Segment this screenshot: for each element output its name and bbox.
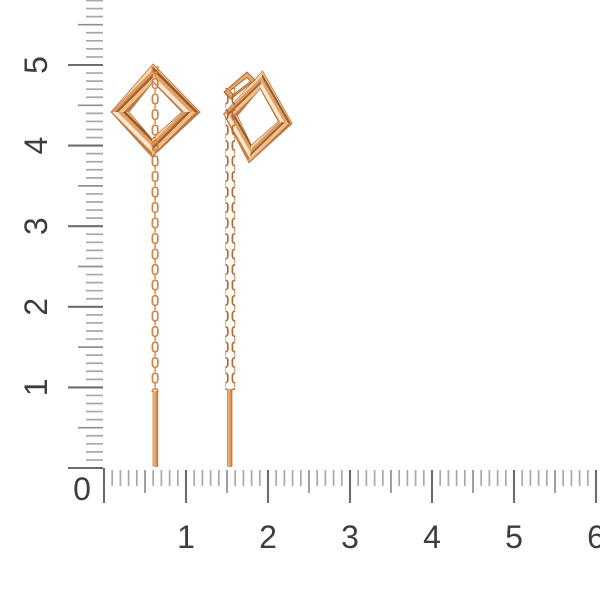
hruler-number: 6 (587, 519, 600, 555)
left-earring-chain (150, 66, 161, 392)
vertical-ruler (68, 0, 103, 470)
hruler-number: 1 (177, 519, 195, 555)
right-earring (216, 65, 300, 467)
vruler-number: 1 (18, 379, 54, 397)
hruler-number: 4 (423, 519, 441, 555)
left-earring-bar (152, 391, 159, 467)
hruler-number: 3 (341, 519, 359, 555)
vruler-number: 4 (18, 137, 54, 155)
right-earring-bar (227, 389, 233, 467)
right-earring-chain (225, 88, 236, 390)
left-earring (110, 63, 201, 467)
vruler-number: 3 (18, 217, 54, 235)
horizontal-ruler (102, 468, 598, 503)
hruler-number: 5 (505, 519, 523, 555)
vruler-number: 5 (18, 56, 54, 74)
hruler-number: 2 (259, 519, 277, 555)
vruler-number: 2 (18, 298, 54, 316)
ruler-zero-label: 0 (73, 471, 91, 507)
ruler-labels: 0 1 2 3 4 5 6 1 2 3 4 5 (18, 56, 600, 555)
